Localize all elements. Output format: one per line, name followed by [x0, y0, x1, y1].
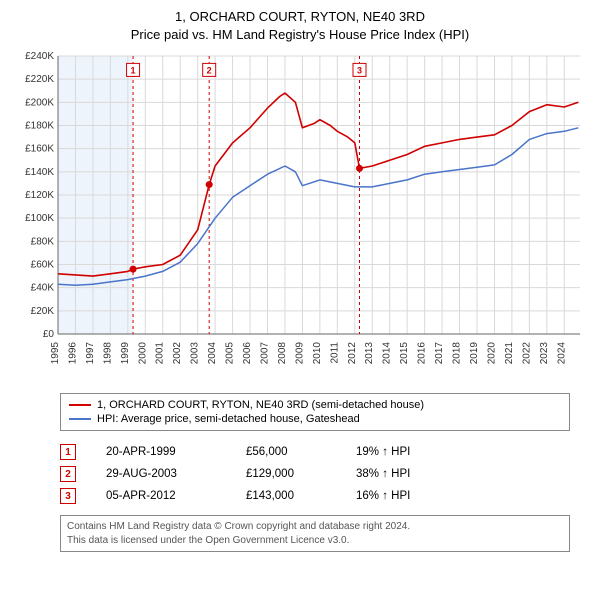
sale-date: 20-APR-1999 — [106, 446, 216, 458]
svg-text:1999: 1999 — [120, 342, 131, 365]
sale-date: 29-AUG-2003 — [106, 468, 216, 480]
svg-text:2007: 2007 — [259, 342, 270, 365]
svg-text:£0: £0 — [43, 329, 55, 340]
svg-text:£40K: £40K — [31, 283, 55, 294]
svg-text:2022: 2022 — [521, 342, 532, 365]
svg-text:£220K: £220K — [25, 75, 54, 86]
sale-row: 3 05-APR-2012 £143,000 16% ↑ HPI — [60, 485, 570, 507]
sale-price: £143,000 — [246, 490, 326, 502]
sale-marker-box: 3 — [60, 488, 76, 504]
svg-text:2003: 2003 — [190, 342, 201, 365]
svg-text:2023: 2023 — [539, 342, 550, 365]
svg-text:2016: 2016 — [417, 342, 428, 365]
chart-legend: 1, ORCHARD COURT, RYTON, NE40 3RD (semi-… — [60, 393, 570, 431]
sale-price: £56,000 — [246, 446, 326, 458]
svg-text:2005: 2005 — [225, 342, 236, 365]
svg-text:2015: 2015 — [399, 342, 410, 365]
sale-delta: 16% ↑ HPI — [356, 490, 446, 502]
svg-text:2006: 2006 — [242, 342, 253, 365]
svg-text:2001: 2001 — [155, 342, 166, 365]
chart-title-line1: 1, ORCHARD COURT, RYTON, NE40 3RD — [10, 8, 590, 26]
svg-text:2013: 2013 — [364, 342, 375, 365]
svg-text:1998: 1998 — [102, 342, 113, 365]
sale-marker-box: 1 — [60, 444, 76, 460]
legend-label: HPI: Average price, semi-detached house,… — [97, 413, 360, 425]
svg-text:1997: 1997 — [85, 342, 96, 365]
svg-text:2011: 2011 — [329, 342, 340, 364]
sale-price: £129,000 — [246, 468, 326, 480]
legend-row: 1, ORCHARD COURT, RYTON, NE40 3RD (semi-… — [69, 398, 561, 412]
sale-row: 2 29-AUG-2003 £129,000 38% ↑ HPI — [60, 463, 570, 485]
attribution-line2: This data is licensed under the Open Gov… — [67, 534, 563, 548]
sale-row: 1 20-APR-1999 £56,000 19% ↑ HPI — [60, 441, 570, 463]
svg-text:2019: 2019 — [469, 342, 480, 365]
svg-text:£80K: £80K — [31, 237, 55, 248]
svg-text:£120K: £120K — [25, 190, 54, 201]
svg-text:£180K: £180K — [25, 121, 54, 132]
svg-text:2018: 2018 — [452, 342, 463, 365]
svg-text:2: 2 — [207, 66, 212, 76]
svg-text:1996: 1996 — [67, 342, 78, 365]
legend-swatch — [69, 418, 91, 420]
svg-text:2010: 2010 — [312, 342, 323, 365]
chart-title-block: 1, ORCHARD COURT, RYTON, NE40 3RD Price … — [10, 8, 590, 44]
sale-delta: 19% ↑ HPI — [356, 446, 446, 458]
sale-date: 05-APR-2012 — [106, 490, 216, 502]
sales-table: 1 20-APR-1999 £56,000 19% ↑ HPI 2 29-AUG-2003… — [60, 441, 570, 507]
svg-text:£100K: £100K — [25, 214, 54, 225]
svg-text:1: 1 — [131, 66, 136, 76]
svg-text:2000: 2000 — [137, 342, 148, 365]
svg-text:2004: 2004 — [207, 342, 218, 365]
attribution-box: Contains HM Land Registry data © Crown c… — [60, 515, 570, 552]
svg-text:2024: 2024 — [556, 342, 567, 365]
chart-title-line2: Price paid vs. HM Land Registry's House … — [10, 26, 590, 44]
legend-row: HPI: Average price, semi-detached house,… — [69, 412, 561, 426]
svg-text:2008: 2008 — [277, 342, 288, 365]
price-chart: £0 £20K £40K £60K £80K £100K £120K £140K £160K £1… — [10, 50, 590, 385]
svg-text:1995: 1995 — [50, 342, 61, 365]
svg-text:£160K: £160K — [25, 144, 54, 155]
svg-text:2012: 2012 — [347, 342, 358, 365]
svg-text:£140K: £140K — [25, 167, 54, 178]
svg-text:3: 3 — [357, 66, 362, 76]
attribution-line1: Contains HM Land Registry data © Crown c… — [67, 520, 563, 534]
svg-text:£60K: £60K — [31, 260, 55, 271]
svg-text:2017: 2017 — [434, 342, 445, 365]
svg-text:£200K: £200K — [25, 98, 54, 109]
sale-marker-box: 2 — [60, 466, 76, 482]
svg-text:2009: 2009 — [294, 342, 305, 365]
svg-text:2020: 2020 — [486, 342, 497, 365]
legend-label: 1, ORCHARD COURT, RYTON, NE40 3RD (semi-… — [97, 399, 424, 411]
legend-swatch — [69, 404, 91, 406]
sale-delta: 38% ↑ HPI — [356, 468, 446, 480]
svg-text:2021: 2021 — [504, 342, 515, 365]
svg-text:£240K: £240K — [25, 51, 54, 62]
svg-text:2002: 2002 — [172, 342, 183, 365]
chart-svg: £0 £20K £40K £60K £80K £100K £120K £140K £160K £1… — [10, 50, 588, 380]
svg-text:£20K: £20K — [31, 306, 55, 317]
svg-text:2014: 2014 — [382, 342, 393, 365]
